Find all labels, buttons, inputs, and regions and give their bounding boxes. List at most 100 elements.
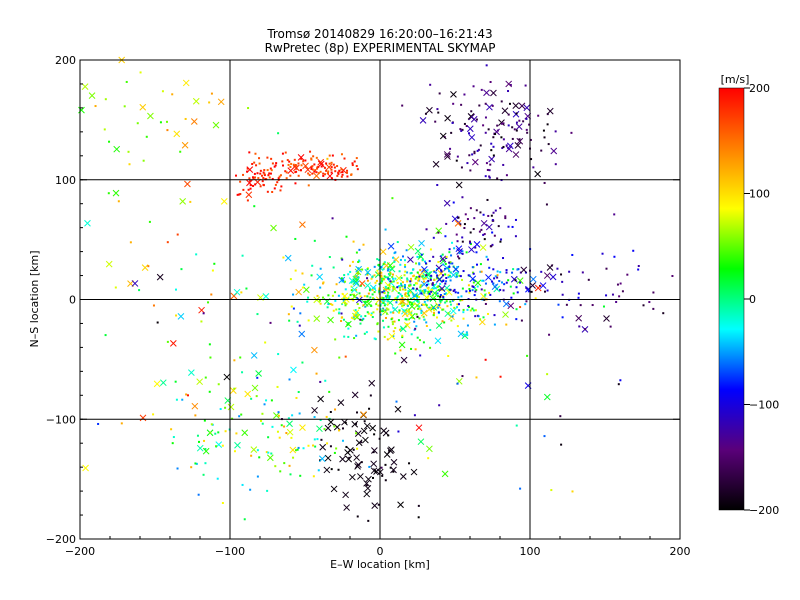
data-point bbox=[460, 103, 463, 106]
data-point bbox=[435, 277, 438, 280]
data-point bbox=[479, 211, 482, 214]
data-point-x bbox=[363, 422, 371, 430]
data-point bbox=[251, 176, 254, 179]
data-point bbox=[330, 166, 333, 169]
data-point bbox=[447, 312, 450, 315]
data-point bbox=[578, 325, 581, 328]
data-point bbox=[440, 255, 443, 258]
data-point bbox=[410, 311, 413, 314]
data-point bbox=[475, 209, 478, 212]
data-point bbox=[407, 292, 410, 295]
data-point bbox=[418, 256, 421, 259]
data-point-x bbox=[141, 264, 149, 271]
data-point bbox=[355, 422, 358, 425]
data-point bbox=[461, 287, 464, 290]
data-point-x bbox=[353, 313, 361, 321]
data-point bbox=[518, 119, 521, 122]
data-point bbox=[484, 175, 487, 178]
data-point bbox=[404, 265, 407, 268]
data-point bbox=[311, 168, 314, 171]
data-point bbox=[385, 307, 388, 310]
data-point bbox=[478, 104, 481, 107]
data-point-x bbox=[434, 337, 442, 345]
data-point bbox=[279, 470, 282, 473]
data-point-x bbox=[414, 247, 422, 255]
data-point bbox=[492, 211, 495, 214]
data-point bbox=[466, 218, 469, 221]
data-point bbox=[337, 171, 340, 174]
data-point-x bbox=[192, 97, 200, 105]
data-point bbox=[362, 243, 365, 246]
data-point bbox=[479, 318, 482, 321]
data-point bbox=[419, 269, 422, 272]
data-point bbox=[260, 419, 263, 422]
data-point bbox=[421, 275, 424, 278]
data-point bbox=[152, 413, 155, 416]
data-point bbox=[392, 299, 395, 302]
data-point bbox=[346, 169, 349, 172]
data-point bbox=[445, 222, 448, 225]
data-point-x bbox=[575, 314, 583, 322]
data-point bbox=[128, 163, 131, 166]
data-point-x bbox=[245, 191, 253, 199]
data-point bbox=[504, 215, 507, 218]
data-point-x bbox=[382, 308, 389, 316]
data-point bbox=[429, 328, 432, 331]
data-point bbox=[202, 312, 205, 315]
data-point-x bbox=[386, 262, 394, 269]
data-point-x bbox=[311, 406, 318, 414]
data-point bbox=[577, 292, 580, 295]
data-point bbox=[423, 303, 426, 306]
data-point bbox=[420, 292, 423, 295]
data-point bbox=[492, 282, 495, 285]
data-point bbox=[406, 277, 409, 280]
data-point bbox=[401, 336, 404, 339]
data-point bbox=[433, 312, 436, 315]
data-point bbox=[493, 323, 496, 326]
data-point bbox=[452, 201, 455, 204]
data-point bbox=[520, 319, 523, 322]
data-point bbox=[281, 160, 284, 163]
data-point bbox=[401, 305, 404, 308]
data-point-x bbox=[443, 151, 451, 158]
data-point-x bbox=[266, 454, 274, 462]
data-point bbox=[403, 274, 406, 277]
data-point bbox=[496, 276, 499, 279]
data-point bbox=[366, 267, 369, 270]
data-point bbox=[372, 311, 375, 314]
data-point bbox=[350, 316, 353, 319]
data-point-x bbox=[470, 115, 478, 123]
data-point bbox=[444, 267, 447, 270]
data-point bbox=[382, 310, 385, 313]
data-point bbox=[637, 268, 640, 271]
data-point bbox=[356, 313, 359, 316]
data-point bbox=[413, 302, 416, 305]
data-point-x bbox=[603, 315, 610, 322]
data-point bbox=[421, 258, 424, 261]
data-point bbox=[308, 174, 311, 177]
data-point bbox=[399, 288, 402, 291]
data-point bbox=[268, 176, 271, 179]
data-point-x bbox=[395, 274, 403, 282]
data-point bbox=[341, 171, 344, 174]
data-point bbox=[474, 309, 477, 312]
data-point bbox=[249, 187, 252, 190]
data-point bbox=[458, 309, 461, 312]
data-point bbox=[381, 291, 384, 294]
data-point-x bbox=[439, 132, 447, 140]
data-point bbox=[621, 290, 624, 293]
data-point bbox=[455, 233, 458, 236]
data-point bbox=[266, 156, 269, 159]
data-point bbox=[491, 243, 494, 246]
data-point bbox=[392, 470, 395, 473]
data-point bbox=[405, 249, 408, 252]
data-point-x bbox=[246, 179, 253, 187]
data-point-x bbox=[514, 142, 522, 149]
data-point bbox=[350, 173, 353, 176]
data-point bbox=[473, 150, 476, 153]
data-point bbox=[482, 124, 485, 127]
data-point bbox=[418, 275, 421, 278]
data-point bbox=[544, 290, 547, 293]
data-point bbox=[483, 238, 486, 241]
data-point bbox=[450, 254, 453, 257]
